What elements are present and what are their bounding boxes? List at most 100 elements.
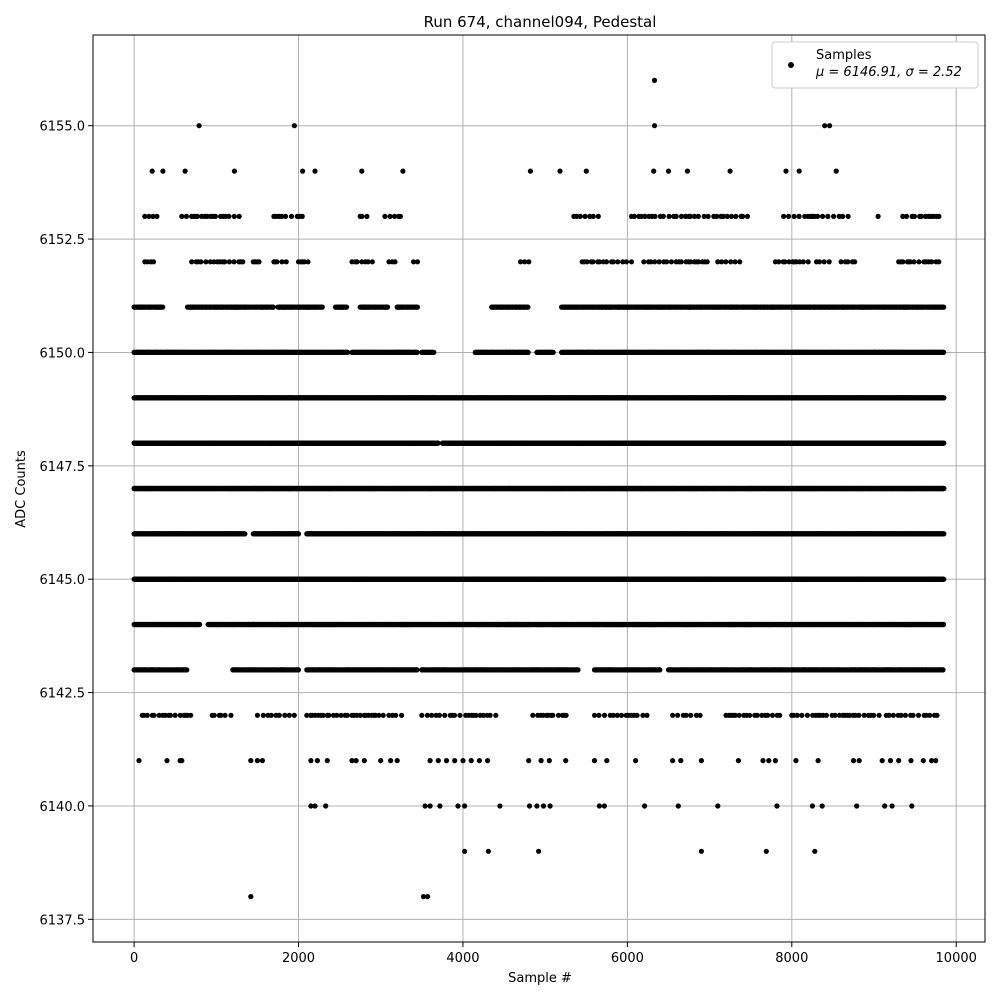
data-point [256,259,261,264]
data-point [320,305,325,310]
data-point [696,214,701,219]
data-point [344,305,349,310]
data-point [661,214,666,219]
data-point [284,259,289,264]
data-point [831,214,836,219]
data-point [723,259,728,264]
data-point [679,259,684,264]
data-point [231,259,236,264]
data-point [179,214,184,219]
data-point [733,259,738,264]
data-point [160,305,165,310]
data-point [582,214,587,219]
data-point [415,259,420,264]
data-point [203,259,208,264]
data-point [916,259,921,264]
data-point [876,214,881,219]
data-point [737,259,742,264]
data-point [354,259,359,264]
data-point [904,214,909,219]
data-point [611,259,616,264]
data-point [652,259,657,264]
data-point [525,305,530,310]
data-point [806,259,811,264]
data-point [797,214,802,219]
data-point [526,350,531,355]
data-points [132,78,947,899]
data-point [632,214,637,219]
data-point [652,214,657,219]
data-point [154,214,159,219]
data-point [852,259,857,264]
data-point [846,214,851,219]
data-point [629,259,634,264]
data-point [936,259,941,264]
data-point [526,259,531,264]
data-point [289,214,294,219]
data-point [271,305,276,310]
data-point [801,259,806,264]
data-point [189,259,194,264]
data-point [912,214,917,219]
data-point [240,259,245,264]
data-point [227,259,232,264]
data-point [415,350,420,355]
data-point [941,350,946,355]
data-point [415,305,420,310]
data-point [370,259,375,264]
data-point [657,259,662,264]
data-point [604,259,609,264]
data-point [820,214,825,219]
data-point [669,259,674,264]
data-point [706,214,711,219]
data-point [596,214,601,219]
data-point [382,214,387,219]
data-point [624,259,629,264]
data-point [664,259,669,264]
data-point [786,214,791,219]
data-point [900,259,905,264]
data-point [591,214,596,219]
data-point [151,259,156,264]
data-point [274,259,279,264]
data-point [184,214,189,219]
data-point [615,259,620,264]
data-point [840,214,845,219]
data-point [745,214,750,219]
data-point [385,305,390,310]
data-point [641,259,646,264]
data-point [817,259,822,264]
data-point [431,350,436,355]
data-point [941,395,946,400]
data-point [781,214,786,219]
data-point [705,259,710,264]
data-point [222,259,227,264]
data-point [815,214,820,219]
data-point [740,214,745,219]
data-point [226,214,231,219]
data-point [667,214,672,219]
data-point [941,305,946,310]
data-point [825,214,830,219]
data-point [733,214,738,219]
data-point [845,259,850,264]
data-point [792,214,797,219]
data-point [232,214,237,219]
data-point [936,214,941,219]
data-point [359,214,364,219]
data-point [551,350,556,355]
data-point [578,214,583,219]
data-point [300,214,305,219]
data-point [398,214,403,219]
data-point [590,259,595,264]
data-point [305,259,310,264]
data-point [822,259,827,264]
data-point [674,214,679,219]
data-point [388,214,393,219]
data-point [827,259,832,264]
data-point [911,259,916,264]
data-point [237,214,242,219]
data-point [213,214,218,219]
data-point [198,259,203,264]
